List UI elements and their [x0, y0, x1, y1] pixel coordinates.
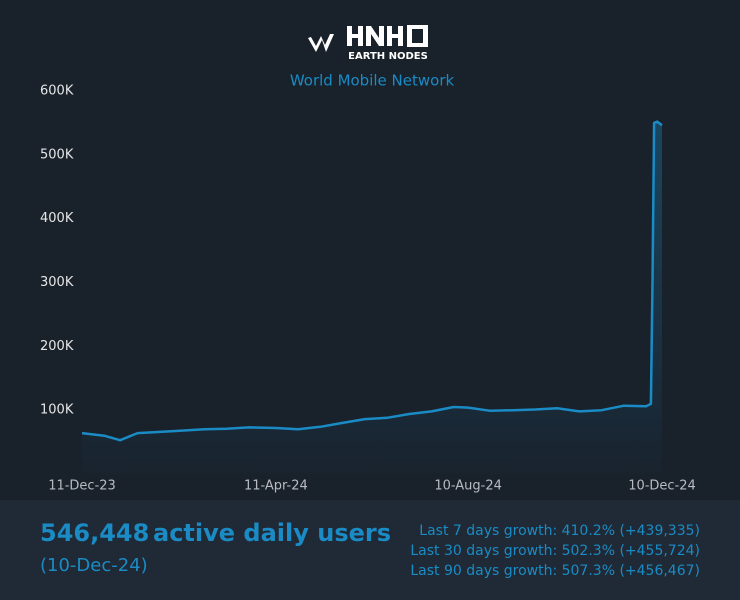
growth-text: Last 30 days growth: 502.3% (+455,724) [410, 543, 700, 559]
growth-text: Last 7 days growth: 410.2% (+439,335) [419, 523, 700, 539]
headline-value: 546,448 [40, 519, 149, 547]
y-tick-label: 200K [40, 339, 74, 354]
area-fill [82, 121, 662, 474]
footer [0, 500, 740, 600]
x-tick-label: 10-Aug-24 [434, 479, 502, 494]
headline-date: (10-Dec-24) [40, 555, 148, 576]
y-tick-label: 400K [40, 211, 74, 226]
y-tick-label: 500K [40, 147, 74, 162]
logo [308, 25, 428, 52]
x-tick-label: 10-Dec-24 [628, 479, 696, 494]
y-tick-label: 300K [40, 275, 74, 290]
y-tick-label: 100K [40, 403, 74, 418]
x-tick-label: 11-Apr-24 [244, 479, 308, 494]
headline-label: active daily users [153, 519, 391, 547]
brand: EARTH NODES [348, 51, 428, 62]
growth-text: Last 90 days growth: 507.3% (+456,467) [410, 563, 700, 579]
subtitle: World Mobile Network [290, 72, 455, 90]
line [81, 120, 663, 442]
y-tick-label: 600K [40, 84, 74, 99]
x-tick-label: 11-Dec-23 [48, 479, 116, 494]
